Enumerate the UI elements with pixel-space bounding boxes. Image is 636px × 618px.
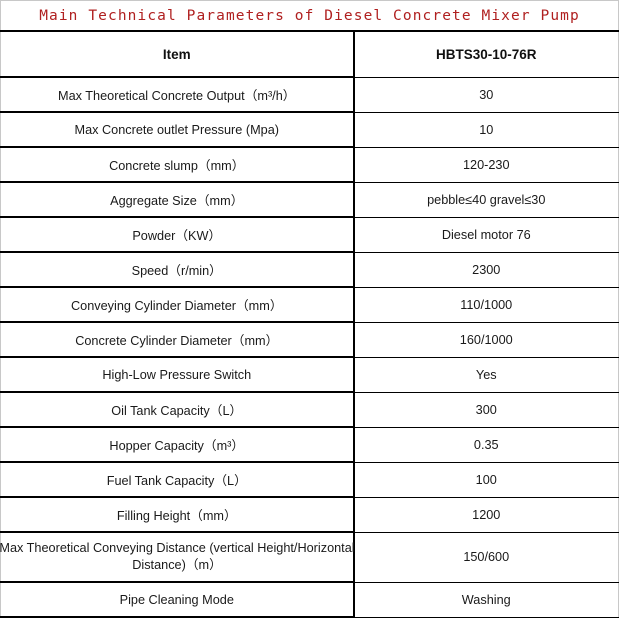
spec-sheet: Main Technical Parameters of Diesel Conc… bbox=[0, 0, 620, 618]
page-title: Main Technical Parameters of Diesel Conc… bbox=[39, 7, 580, 24]
row-value: 30 bbox=[479, 87, 494, 102]
row-label: Powder（KW） bbox=[132, 229, 222, 243]
row-label: Aggregate Size（mm） bbox=[110, 194, 244, 208]
row-label: Concrete slump（mm） bbox=[109, 159, 245, 173]
table-row: Concrete slump（mm） 120-230 bbox=[0, 147, 619, 183]
table-row: Concrete Cylinder Diameter（mm） 160/1000 bbox=[0, 322, 619, 358]
table-row: Oil Tank Capacity（L） 300 bbox=[0, 392, 619, 428]
row-label: Pipe Cleaning Mode bbox=[119, 592, 234, 607]
table-row: Pipe Cleaning Mode Washing bbox=[0, 582, 619, 618]
specifications-table: Main Technical Parameters of Diesel Conc… bbox=[0, 0, 620, 618]
row-value-cell: 100 bbox=[353, 462, 619, 498]
row-value: 160/1000 bbox=[459, 332, 513, 347]
row-value: 110/1000 bbox=[460, 297, 513, 312]
table-row: Max Theoretical Concrete Output（m³/h） 30 bbox=[0, 77, 619, 113]
row-label-cell: Conveying Cylinder Diameter（mm） bbox=[0, 287, 355, 323]
column-header-item: Item bbox=[0, 31, 355, 78]
row-value: 300 bbox=[475, 402, 497, 417]
row-value: 0.35 bbox=[473, 437, 499, 452]
row-value: 100 bbox=[475, 472, 497, 487]
row-label-cell: Max Concrete outlet Pressure (Mpa) bbox=[0, 112, 355, 148]
row-label-cell: Concrete Cylinder Diameter（mm） bbox=[0, 322, 355, 358]
row-label: High-Low Pressure Switch bbox=[102, 367, 252, 382]
table-row: Fuel Tank Capacity（L） 100 bbox=[0, 462, 619, 498]
row-label: Oil Tank Capacity（L） bbox=[111, 404, 243, 418]
row-value-cell: Diesel motor 76 bbox=[353, 217, 619, 253]
row-value: 150/600 bbox=[463, 550, 510, 564]
row-value-cell: 30 bbox=[353, 77, 619, 113]
row-label-cell: Aggregate Size（mm） bbox=[0, 182, 355, 218]
table-row: Max Theoretical Conveying Distance (vert… bbox=[0, 532, 619, 583]
table-row: Filling Height（mm） 1200 bbox=[0, 497, 619, 533]
row-label-cell: Concrete slump（mm） bbox=[0, 147, 355, 183]
row-label: Speed（r/min） bbox=[131, 264, 222, 278]
row-value-cell: 110/1000 bbox=[353, 287, 619, 323]
row-label-cell: Max Theoretical Conveying Distance (vert… bbox=[0, 532, 355, 583]
row-value-cell: 150/600 bbox=[353, 532, 619, 583]
row-value-cell: Washing bbox=[353, 582, 619, 618]
row-label: Fuel Tank Capacity（L） bbox=[106, 474, 247, 488]
row-value-cell: 0.35 bbox=[353, 427, 619, 463]
row-label: Concrete Cylinder Diameter（mm） bbox=[75, 334, 279, 348]
row-value-cell: 10 bbox=[353, 112, 619, 148]
row-value: pebble≤40 gravel≤30 bbox=[427, 192, 546, 207]
table-row: Conveying Cylinder Diameter（mm） 110/1000 bbox=[0, 287, 619, 323]
table-row: Powder（KW） Diesel motor 76 bbox=[0, 217, 619, 253]
row-value: 2300 bbox=[472, 262, 501, 277]
table-row: High-Low Pressure Switch Yes bbox=[0, 357, 619, 393]
row-label-cell: High-Low Pressure Switch bbox=[0, 357, 355, 393]
row-value-cell: 1200 bbox=[353, 497, 619, 533]
row-label-cell: Speed（r/min） bbox=[0, 252, 355, 288]
row-value-cell: 160/1000 bbox=[353, 322, 619, 358]
row-value: Yes bbox=[475, 367, 497, 382]
row-label: Max Concrete outlet Pressure (Mpa) bbox=[74, 122, 280, 137]
table-title-row: Main Technical Parameters of Diesel Conc… bbox=[0, 0, 619, 32]
row-label-cell: Pipe Cleaning Mode bbox=[0, 582, 355, 618]
row-label-cell: Powder（KW） bbox=[0, 217, 355, 253]
row-label: Max Theoretical Concrete Output（m³/h） bbox=[58, 89, 296, 103]
row-value-cell: 120-230 bbox=[353, 147, 619, 183]
row-label: Hopper Capacity（m³） bbox=[109, 439, 245, 453]
table-body: Main Technical Parameters of Diesel Conc… bbox=[0, 0, 619, 618]
row-label: Filling Height（mm） bbox=[116, 509, 237, 523]
table-row: Max Concrete outlet Pressure (Mpa) 10 bbox=[0, 112, 619, 148]
column-header-model: HBTS30-10-76R bbox=[353, 31, 619, 78]
row-value-cell: 2300 bbox=[353, 252, 619, 288]
table-header-row: Item HBTS30-10-76R bbox=[0, 31, 619, 78]
row-label-cell: Hopper Capacity（m³） bbox=[0, 427, 355, 463]
row-value: 1200 bbox=[472, 507, 501, 522]
row-value: Diesel motor 76 bbox=[441, 227, 531, 242]
row-label-cell: Max Theoretical Concrete Output（m³/h） bbox=[0, 77, 355, 113]
row-value-cell: Yes bbox=[353, 357, 619, 393]
row-label-cell: Oil Tank Capacity（L） bbox=[0, 392, 355, 428]
row-label-cell: Fuel Tank Capacity（L） bbox=[0, 462, 355, 498]
row-value: 120-230 bbox=[462, 157, 510, 172]
row-value-cell: pebble≤40 gravel≤30 bbox=[353, 182, 619, 218]
row-label-cell: Filling Height（mm） bbox=[0, 497, 355, 533]
table-row: Hopper Capacity（m³） 0.35 bbox=[0, 427, 619, 463]
row-value: Washing bbox=[461, 592, 511, 607]
table-row: Speed（r/min） 2300 bbox=[0, 252, 619, 288]
row-value: 10 bbox=[479, 122, 494, 137]
row-value-cell: 300 bbox=[353, 392, 619, 428]
row-label: Conveying Cylinder Diameter（mm） bbox=[70, 299, 283, 313]
table-row: Aggregate Size（mm） pebble≤40 gravel≤30 bbox=[0, 182, 619, 218]
row-label: Max Theoretical Conveying Distance (vert… bbox=[0, 540, 355, 572]
table-title-cell: Main Technical Parameters of Diesel Conc… bbox=[0, 0, 619, 32]
